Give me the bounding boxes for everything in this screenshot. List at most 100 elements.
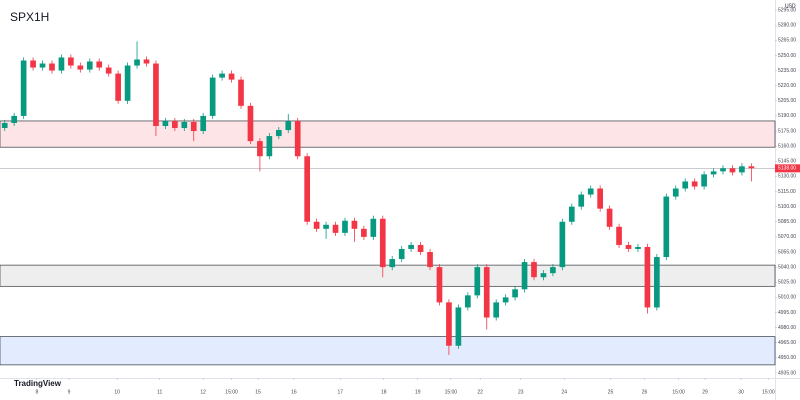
candle-body [644, 246, 651, 308]
candle-body [143, 59, 150, 64]
candle-body [625, 244, 632, 249]
candle-body [162, 120, 169, 126]
y-tick-label: 4950.00 [778, 355, 796, 361]
candle-body [294, 120, 301, 157]
candle-body [672, 188, 679, 197]
x-tick-label: 19 [415, 389, 421, 395]
candle-body [379, 218, 386, 268]
candle-body [323, 224, 329, 229]
x-tick-label: 17 [337, 389, 343, 395]
candle-body [190, 121, 197, 132]
candle-body [606, 208, 613, 227]
candle-body [11, 115, 18, 123]
candle-body [68, 57, 74, 66]
candle-body [332, 224, 339, 233]
candle-body [86, 61, 93, 70]
candle-body [635, 246, 641, 249]
y-tick-label: 5040.00 [778, 264, 796, 270]
x-tick-label: 12 [200, 389, 206, 395]
candle-body [115, 73, 121, 101]
candle-body [351, 220, 358, 229]
zone [0, 264, 776, 287]
candle-body [474, 267, 481, 296]
y-tick-label: 5280.00 [778, 23, 796, 29]
candle-body [427, 252, 433, 268]
x-tick-label: 25 [608, 389, 614, 395]
candle-body [134, 59, 140, 66]
x-tick-label: 18 [381, 389, 387, 395]
candle-body [124, 65, 131, 101]
y-tick-label: 5070.00 [778, 234, 796, 240]
y-tick-label: 4965.00 [778, 340, 796, 346]
x-tick-label: 22 [477, 389, 483, 395]
last-price-label: 5138.00 [778, 166, 796, 172]
candle-body [559, 221, 566, 268]
x-tick-label: 15:00 [762, 389, 775, 395]
candle-body [96, 61, 103, 68]
y-tick-label: 5295.00 [778, 7, 796, 13]
y-tick-label: 5250.00 [778, 53, 796, 59]
candle-body [465, 295, 471, 308]
candle-body [370, 218, 377, 237]
x-tick-label: 16 [291, 389, 297, 395]
x-tick-label: 11 [157, 389, 162, 395]
candle-body [682, 181, 689, 189]
candle-body [701, 174, 707, 187]
candle-body [739, 166, 745, 173]
y-tick-label: 5055.00 [778, 249, 796, 255]
candle-body [540, 273, 547, 278]
candle-body [304, 156, 310, 222]
y-tick-label: 5160.00 [778, 143, 796, 149]
candle-body [30, 60, 36, 68]
y-tick-label: 4935.00 [778, 370, 796, 376]
y-tick-label: 5010.00 [778, 295, 796, 301]
candle-body [521, 262, 528, 290]
candle-body [720, 168, 726, 172]
y-tick-label: 5190.00 [778, 113, 796, 119]
x-tick-label: 15:00 [672, 389, 685, 395]
candle-body [550, 267, 556, 274]
zone [0, 120, 776, 148]
candle-body [654, 257, 660, 308]
y-tick-label: 5235.00 [778, 68, 796, 74]
candle-body [436, 267, 443, 303]
candle-body [209, 77, 216, 116]
candle-body [597, 188, 603, 209]
x-tick-label: 23 [518, 389, 524, 395]
candle-body [247, 105, 254, 142]
x-tick-label: 15 [255, 389, 261, 395]
x-tick-label: 30 [738, 389, 744, 395]
candle-body [616, 226, 622, 245]
y-tick-label: 5025.00 [778, 280, 796, 286]
y-tick-label: 5115.00 [778, 189, 796, 195]
candle-body [483, 267, 490, 318]
x-tick-label: 15:00 [445, 389, 458, 395]
zone [0, 336, 776, 366]
candle-body [153, 63, 159, 126]
candle-body [531, 262, 537, 278]
candle-body [568, 206, 575, 222]
candle-body [275, 130, 282, 137]
candle-body [417, 244, 424, 252]
candle-body [257, 141, 263, 157]
x-tick-label: 10 [114, 389, 120, 395]
y-tick-label: 4980.00 [778, 325, 796, 331]
candle-body [748, 166, 755, 169]
y-tick-label: 5085.00 [778, 219, 796, 225]
candle-body [219, 73, 225, 78]
candle-body [587, 188, 594, 195]
x-tick-label: 8 [35, 389, 38, 395]
y-tick-label: 5130.00 [778, 174, 796, 180]
brand-logo: TradingView [14, 379, 62, 388]
x-tick-label: 29 [702, 389, 708, 395]
y-tick-label: 5100.00 [778, 204, 796, 210]
currency-label: USD [785, 3, 796, 9]
x-tick-label: 15:00 [225, 389, 238, 395]
candle-body [512, 289, 518, 298]
y-tick-label: 5145.00 [778, 159, 796, 165]
candle-body [49, 63, 55, 71]
last-price-badge [775, 164, 800, 173]
candle-body [578, 194, 585, 207]
x-tick-label: 26 [642, 389, 648, 395]
